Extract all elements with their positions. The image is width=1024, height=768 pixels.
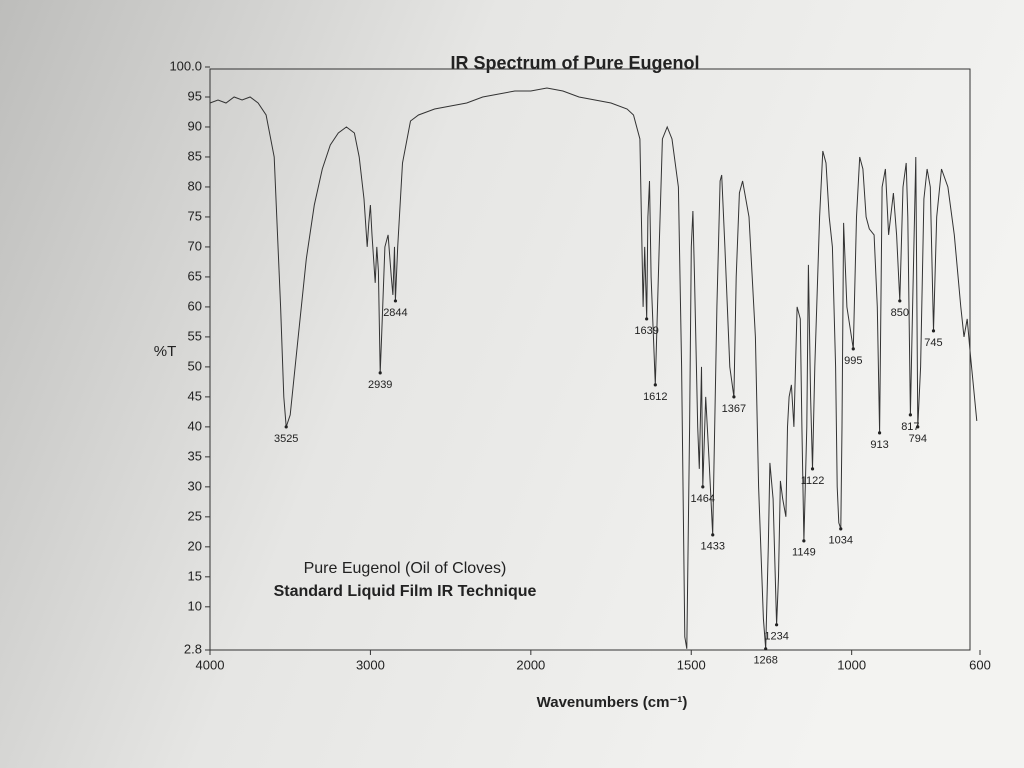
peak-label: 1433 xyxy=(701,541,725,553)
y-tick-label: 95 xyxy=(188,88,202,103)
x-tick-label: 2000 xyxy=(516,657,545,672)
x-tick-label: 1500 xyxy=(677,657,706,672)
chart-title: IR Spectrum of Pure Eugenol xyxy=(450,53,699,73)
peak-marker xyxy=(839,527,843,531)
peak-label: 794 xyxy=(909,433,927,445)
peak-label: 1234 xyxy=(764,631,788,643)
peak-label: 995 xyxy=(844,355,862,367)
y-tick-label: 45 xyxy=(188,388,202,403)
y-tick-label: 15 xyxy=(188,568,202,583)
y-tick-label: 100.0 xyxy=(169,58,202,73)
peak-label: 1268 xyxy=(753,655,777,667)
peak-marker xyxy=(916,425,920,429)
peak-marker xyxy=(898,299,902,303)
x-tick-label: 1000 xyxy=(837,657,866,672)
peak-label: 745 xyxy=(924,337,942,349)
peak-label: 1612 xyxy=(643,391,667,403)
peak-marker xyxy=(877,431,882,435)
y-tick-label: 85 xyxy=(188,148,202,163)
peak-marker xyxy=(653,383,657,387)
peak-label: 817 xyxy=(901,421,919,433)
x-tick-label: 4000 xyxy=(196,657,225,672)
y-tick-label: 80 xyxy=(188,178,202,193)
y-tick-label: 10 xyxy=(188,598,202,613)
peak-marker xyxy=(378,371,382,375)
peak-label: 3525 xyxy=(274,433,298,445)
x-tick-label: 3000 xyxy=(356,657,385,672)
peak-label: 1639 xyxy=(634,325,658,337)
x-axis-label: Wavenumbers (cm⁻¹) xyxy=(537,694,688,711)
peak-label: 1122 xyxy=(801,475,825,487)
peak-label: 1367 xyxy=(722,403,746,415)
y-tick-label: 55 xyxy=(188,328,202,343)
peak-marker xyxy=(774,623,779,627)
y-tick-label: 35 xyxy=(188,448,202,463)
peak-marker xyxy=(732,395,736,399)
y-tick-label: 30 xyxy=(188,478,202,493)
peak-marker xyxy=(764,647,768,651)
peak-marker xyxy=(645,317,649,321)
peak-marker xyxy=(701,485,705,489)
y-tick-label: 75 xyxy=(188,208,202,223)
y-tick-label: 65 xyxy=(188,268,202,283)
peak-label: 2844 xyxy=(383,307,407,319)
peak-marker xyxy=(711,533,715,537)
y-tick-label: 50 xyxy=(188,358,202,373)
note: Standard Liquid Film IR Technique xyxy=(274,583,537,600)
y-tick-label: 20 xyxy=(188,538,202,553)
y-tick-label: 70 xyxy=(188,238,202,253)
y-tick-label: 60 xyxy=(188,298,202,313)
peak-marker xyxy=(810,467,815,471)
peak-marker xyxy=(284,425,288,429)
peak-label: 850 xyxy=(891,307,909,319)
y-tick-label: 25 xyxy=(188,508,202,523)
peak-marker xyxy=(931,329,936,333)
peak-marker xyxy=(393,299,398,303)
x-tick-label: 600 xyxy=(969,657,991,672)
y-axis-label: %T xyxy=(154,343,177,360)
plot-frame xyxy=(209,68,971,651)
y-tick-label: 40 xyxy=(188,418,202,433)
peak-marker xyxy=(908,413,912,417)
peak-label: 2939 xyxy=(368,379,392,391)
peak-label: 913 xyxy=(870,439,888,451)
y-tick-label: 2.8 xyxy=(184,641,202,656)
peak-label: 1149 xyxy=(792,547,816,559)
y-tick-label: 90 xyxy=(188,118,202,133)
peak-marker xyxy=(851,347,855,351)
peak-marker xyxy=(802,539,806,543)
note: Pure Eugenol (Oil of Cloves) xyxy=(304,560,507,577)
peak-label: 1034 xyxy=(829,535,853,547)
peak-label: 1464 xyxy=(691,493,715,505)
